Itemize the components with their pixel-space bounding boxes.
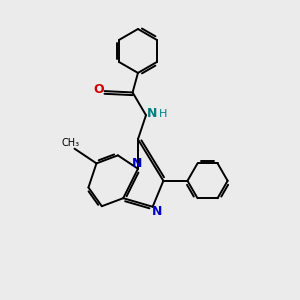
Text: N: N [147, 106, 157, 120]
Text: O: O [93, 83, 104, 96]
Text: N: N [132, 158, 142, 170]
Text: N: N [152, 205, 163, 218]
Text: CH₃: CH₃ [61, 138, 80, 148]
Text: H: H [158, 109, 167, 119]
